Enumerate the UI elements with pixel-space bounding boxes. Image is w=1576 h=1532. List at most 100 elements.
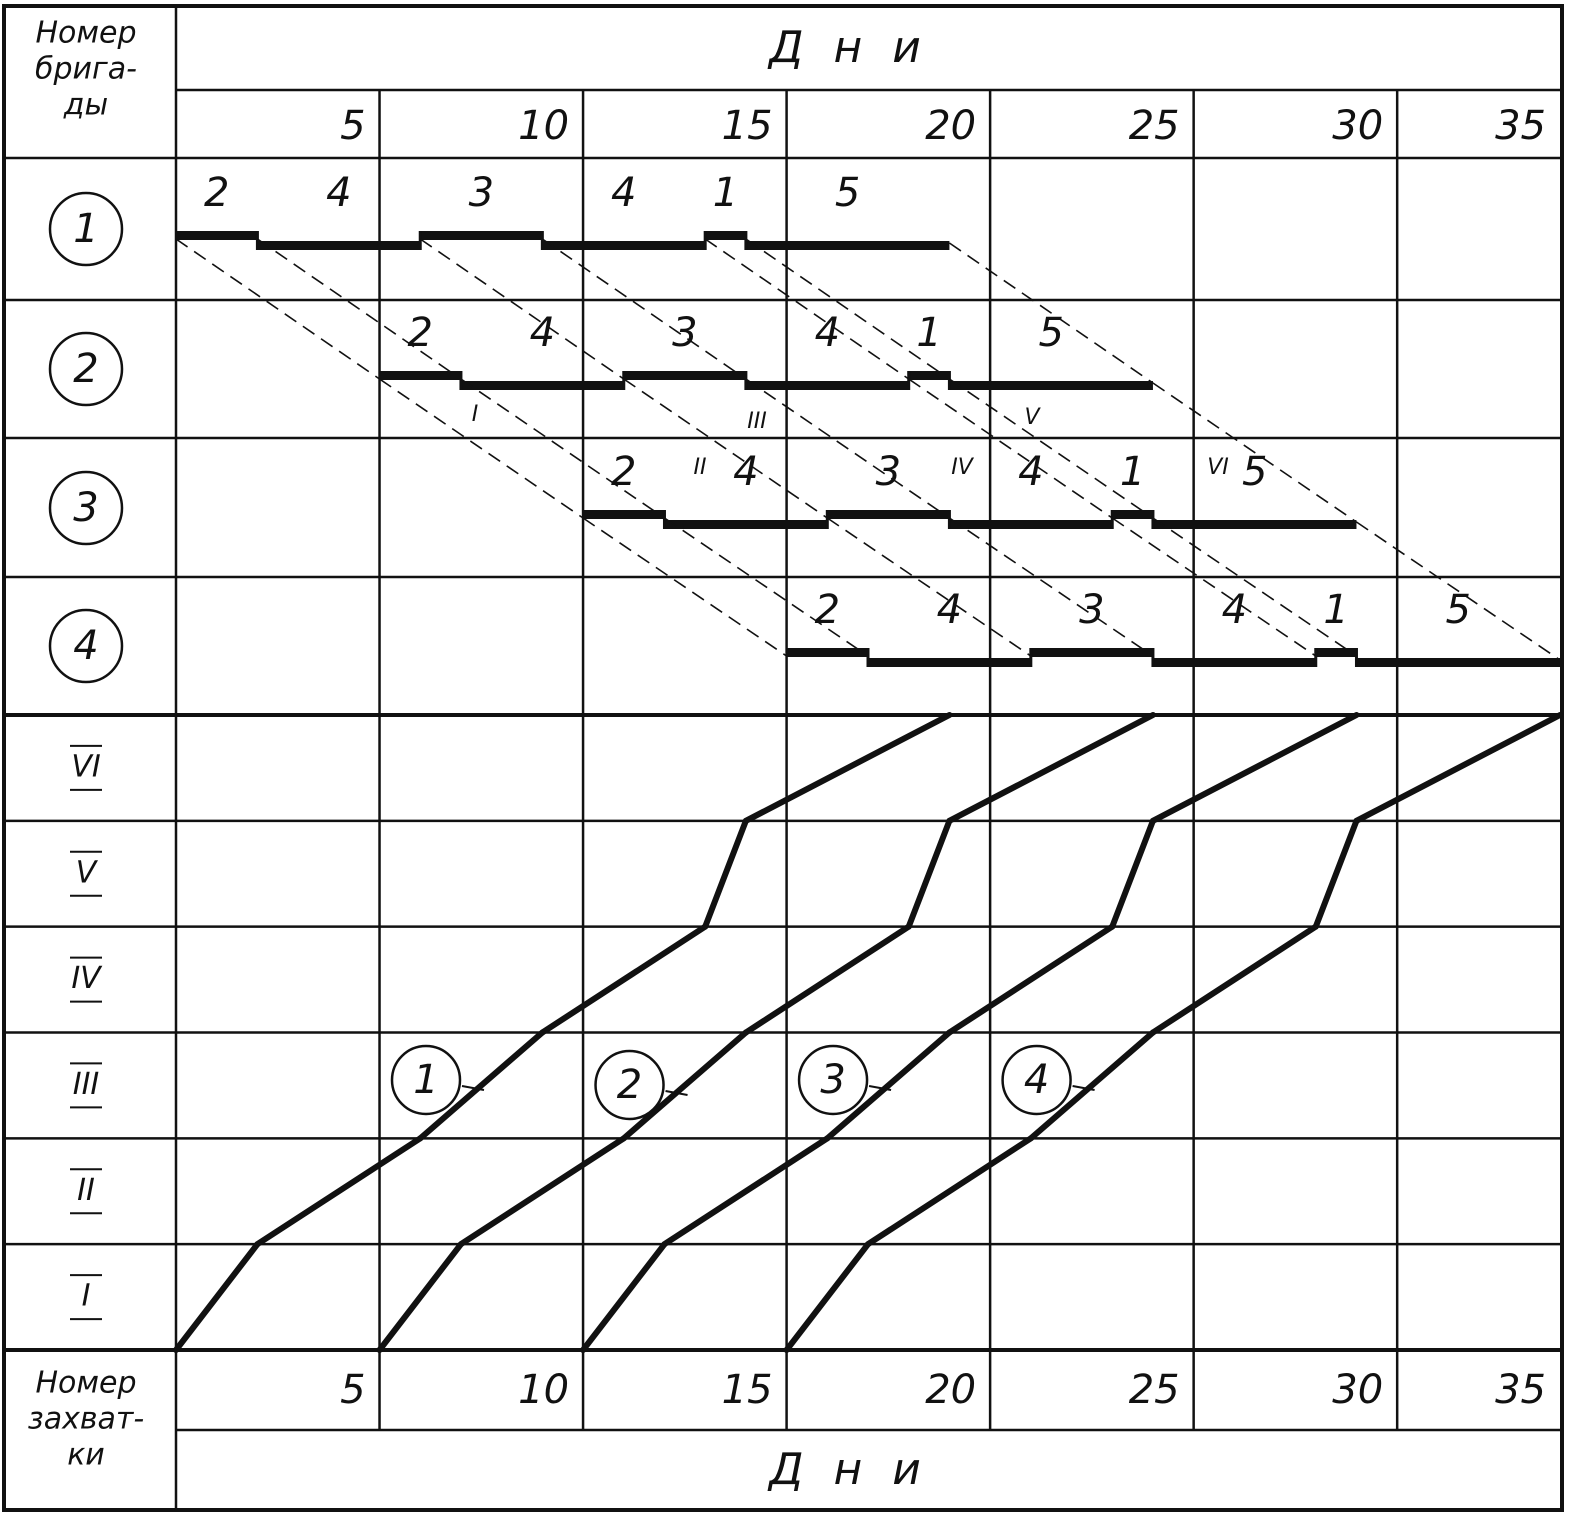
zone-annotation: III xyxy=(747,409,766,434)
progress-line xyxy=(417,1029,546,1142)
x-label-top: Дни xyxy=(767,22,951,73)
x-label-bottom: Дни xyxy=(767,1444,951,1495)
link-line xyxy=(1152,382,1357,523)
task-label: 1 xyxy=(1120,449,1145,495)
x-tick-label: 15 xyxy=(722,1367,773,1413)
zone-annotation: V xyxy=(1024,405,1041,430)
zone-label: VI xyxy=(71,749,101,784)
brigade-circle xyxy=(48,608,124,684)
brigade-label: 1 xyxy=(73,206,98,252)
link-line xyxy=(460,378,665,519)
task-bar xyxy=(542,241,706,250)
task-bar xyxy=(1152,658,1316,667)
progress-line xyxy=(1149,712,1360,824)
progress-line xyxy=(742,923,912,1036)
task-label: 5 xyxy=(1242,449,1267,495)
brigade-circle xyxy=(48,191,124,267)
progress-line xyxy=(580,1241,668,1353)
progress-line xyxy=(1312,817,1360,930)
x-tick-label: 5 xyxy=(340,1367,365,1413)
x-tick-label: 25 xyxy=(1129,1367,1180,1413)
task-bar xyxy=(420,231,543,240)
leader-line xyxy=(461,1085,485,1091)
task-label: 3 xyxy=(672,310,697,356)
brigade-axis-label: ды xyxy=(63,88,108,123)
x-tick-label: 10 xyxy=(518,1367,569,1413)
zone-annotation: II xyxy=(694,455,707,480)
link-line xyxy=(175,238,380,380)
zone-annotation: IV xyxy=(951,455,974,480)
progress-line xyxy=(1149,923,1319,1036)
x-tick-label: 30 xyxy=(1332,103,1383,149)
zone-label: IV xyxy=(71,961,103,996)
progress-line xyxy=(1109,817,1156,930)
link-line xyxy=(826,517,1032,657)
link-line xyxy=(256,238,462,380)
link-line xyxy=(1152,517,1357,657)
progress-line xyxy=(1353,712,1563,824)
progress-line xyxy=(702,817,749,930)
task-label: 1 xyxy=(1323,587,1348,633)
task-bar xyxy=(705,231,746,240)
brigade-label: 3 xyxy=(73,485,98,531)
x-tick-label: 20 xyxy=(925,103,976,149)
brigade-label: 2 xyxy=(73,346,98,392)
task-bar xyxy=(379,371,461,380)
task-bar xyxy=(786,648,868,657)
frame xyxy=(2,4,1564,1512)
brigade-callout xyxy=(594,1049,665,1121)
brigade-callout-label: 2 xyxy=(617,1062,642,1108)
progress-line xyxy=(457,1135,627,1248)
zone-annotation: VI xyxy=(1207,455,1229,480)
brigade-callout-label: 3 xyxy=(820,1057,845,1103)
progress-line xyxy=(173,1241,261,1353)
task-label: 1 xyxy=(916,310,941,356)
link-line xyxy=(745,238,950,380)
brigade-callout xyxy=(797,1044,869,1116)
brigade-callout-label: 4 xyxy=(1024,1057,1049,1103)
task-label: 2 xyxy=(611,449,636,495)
task-label: 2 xyxy=(815,587,840,633)
leader-line xyxy=(868,1085,892,1091)
task-bar xyxy=(827,510,950,519)
task-label: 2 xyxy=(204,170,229,216)
leader-line xyxy=(665,1090,688,1096)
progress-line xyxy=(539,923,709,1036)
zone-axis-label: ки xyxy=(67,1438,105,1473)
task-bar xyxy=(664,520,828,529)
task-label: 2 xyxy=(408,310,433,356)
task-bar xyxy=(176,231,258,240)
x-tick-label: 20 xyxy=(925,1367,976,1413)
task-label: 4 xyxy=(611,170,636,216)
zone-axis-label: Номер xyxy=(35,1366,136,1401)
zone-axis-label: захват- xyxy=(28,1402,144,1437)
task-label: 5 xyxy=(835,170,860,216)
progress-line xyxy=(620,1029,749,1142)
brigade-callout xyxy=(390,1044,462,1116)
task-label: 4 xyxy=(733,449,758,495)
progress-line xyxy=(376,1241,464,1353)
progress-line xyxy=(865,1135,1034,1248)
task-bar xyxy=(745,381,909,390)
brigade-circle xyxy=(48,470,124,546)
task-label: 1 xyxy=(713,170,738,216)
task-bar xyxy=(1356,658,1560,667)
link-line xyxy=(541,238,747,380)
progress-line xyxy=(661,1135,831,1248)
link-line xyxy=(419,238,625,380)
progress-line xyxy=(905,817,953,930)
task-label: 5 xyxy=(1446,587,1471,633)
x-tick-label: 25 xyxy=(1129,103,1180,149)
progress-line xyxy=(946,923,1116,1036)
link-line xyxy=(948,378,1154,519)
task-bar xyxy=(949,381,1153,390)
brigade-label: 4 xyxy=(73,623,98,669)
task-bar xyxy=(745,241,950,250)
zone-label: I xyxy=(82,1279,91,1314)
zone-label: III xyxy=(73,1067,100,1102)
x-tick-label: 5 xyxy=(340,103,365,149)
zone-label: V xyxy=(76,855,99,890)
task-label: 4 xyxy=(815,310,840,356)
task-label: 3 xyxy=(469,170,494,216)
